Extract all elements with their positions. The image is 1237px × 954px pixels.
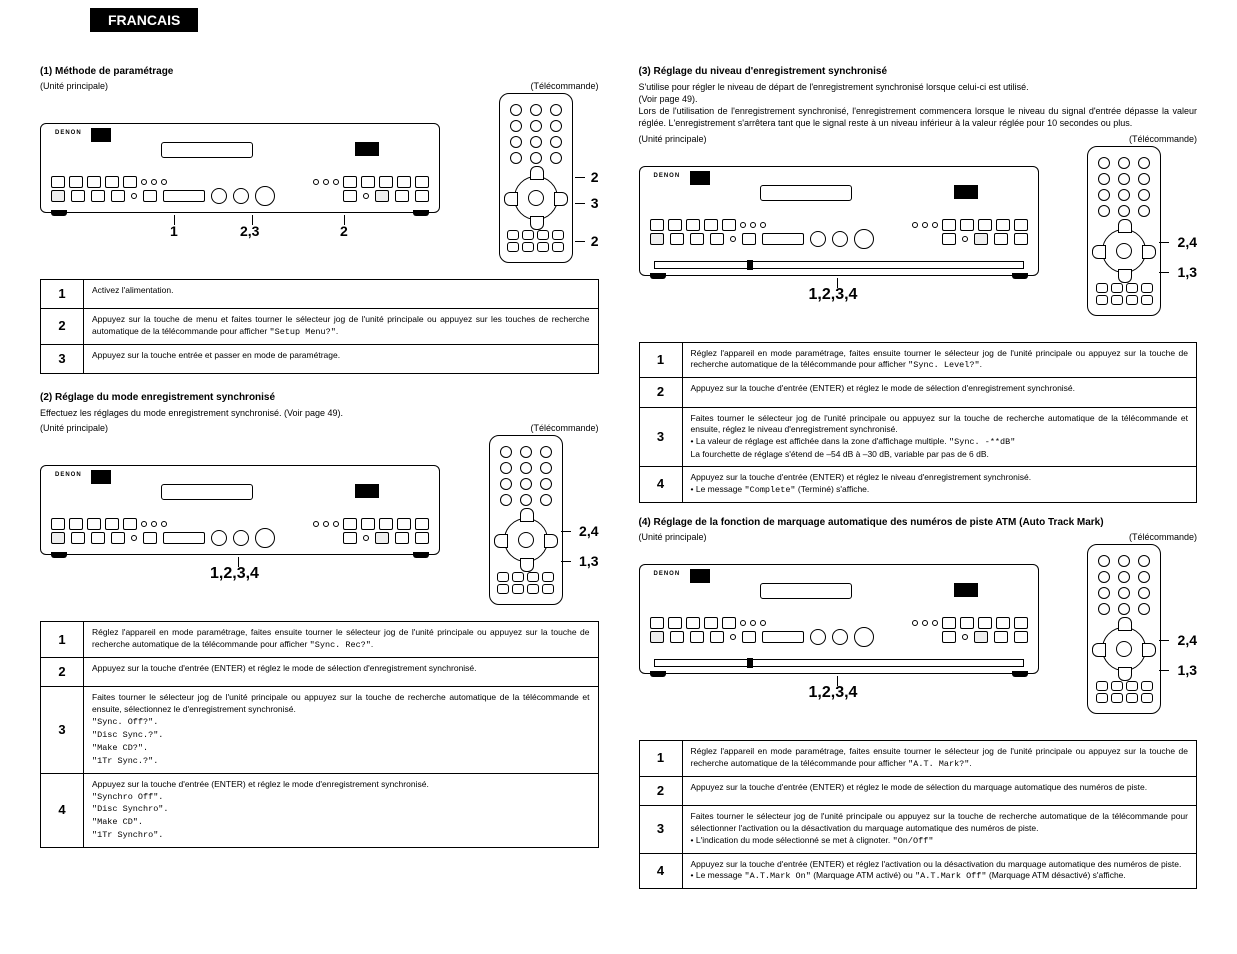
table-row: 4Appuyez sur la touche d'entrée (ENTER) … <box>639 467 1197 503</box>
section1-table: 1Activez l'alimentation. 2Appuyez sur la… <box>40 279 599 374</box>
step-num: 2 <box>41 309 84 345</box>
step-num: 1 <box>41 280 84 309</box>
caption-remote: (Télécommande) <box>1129 134 1197 144</box>
section3-diagram: DENON 1,2,3,4 <box>639 146 1198 336</box>
caption-remote: (Télécommande) <box>1129 532 1197 542</box>
remote-callout-3: 3 <box>591 195 599 211</box>
caption-unit: (Unité principale) <box>639 134 707 144</box>
remote-callout-24: 2,4 <box>579 523 598 539</box>
display-icon <box>91 128 111 142</box>
section2-captions: (Unité principale) (Télécommande) <box>40 423 599 433</box>
table-row: 3Faites tourner le sélecteur jog de l'un… <box>639 805 1197 853</box>
section4-diagram: DENON 1,2,3,4 <box>639 544 1198 734</box>
columns: (1) Méthode de paramétrage (Unité princi… <box>40 60 1197 889</box>
section2-table: 1Réglez l'appareil en mode paramétrage, … <box>40 621 599 848</box>
section3-sub: S'utilise pour régler le niveau de dépar… <box>639 81 1198 130</box>
callout-1234: 1,2,3,4 <box>809 684 858 702</box>
remote-callout-24: 2,4 <box>1178 234 1197 250</box>
table-row: 2Appuyez sur la touche d'entrée (ENTER) … <box>639 378 1197 407</box>
right-column: (3) Réglage du niveau d'enregistrement s… <box>639 60 1198 889</box>
remote-diagram <box>1087 544 1161 714</box>
section4-title: (4) Réglage de la fonction de marquage a… <box>639 517 1198 528</box>
main-unit-diagram: DENON <box>639 166 1039 276</box>
callout-23: 2,3 <box>240 223 259 239</box>
section1-title: (1) Méthode de paramétrage <box>40 66 599 77</box>
table-row: 1Réglez l'appareil en mode paramétrage, … <box>639 342 1197 378</box>
table-row: 1Activez l'alimentation. <box>41 280 599 309</box>
section4-captions: (Unité principale) (Télécommande) <box>639 532 1198 542</box>
main-unit-diagram: DENON <box>639 564 1039 674</box>
remote-callout-13: 1,3 <box>579 553 598 569</box>
table-row: 3Faites tourner le sélecteur jog de l'un… <box>639 407 1197 467</box>
remote-callout-13: 1,3 <box>1178 662 1197 678</box>
callout-1234: 1,2,3,4 <box>210 565 259 583</box>
brand-label: DENON <box>55 130 82 136</box>
table-row: 3Faites tourner le sélecteur jog de l'un… <box>41 687 599 773</box>
remote-diagram <box>499 93 573 263</box>
step-num: 3 <box>41 344 84 373</box>
callout-1234: 1,2,3,4 <box>809 286 858 304</box>
remote-callout-24: 2,4 <box>1178 632 1197 648</box>
callout-2: 2 <box>340 223 348 239</box>
caption-remote: (Télécommande) <box>530 423 598 433</box>
section3-captions: (Unité principale) (Télécommande) <box>639 134 1198 144</box>
caption-unit: (Unité principale) <box>639 532 707 542</box>
remote-callout-2b: 2 <box>591 233 599 249</box>
table-row: 2Appuyez sur la touche de menu et faites… <box>41 309 599 345</box>
step-text: Appuyez sur la touche entrée et passer e… <box>84 344 599 373</box>
remote-diagram <box>1087 146 1161 316</box>
caption-unit: (Unité principale) <box>40 81 108 91</box>
table-row: 4Appuyez sur la touche d'entrée (ENTER) … <box>639 853 1197 889</box>
section2-diagram: DENON 1,2,3,4 <box>40 435 599 615</box>
table-row: 1Réglez l'appareil en mode paramétrage, … <box>41 622 599 658</box>
section3-title: (3) Réglage du niveau d'enregistrement s… <box>639 66 1198 77</box>
table-row: 4Appuyez sur la touche d'entrée (ENTER) … <box>41 773 599 847</box>
step-text: Appuyez sur la touche de menu et faites … <box>84 309 599 345</box>
table-row: 3Appuyez sur la touche entrée et passer … <box>41 344 599 373</box>
section2-title: (2) Réglage du mode enregistrement synch… <box>40 392 599 403</box>
section1-captions: (Unité principale) (Télécommande) <box>40 81 599 91</box>
caption-remote: (Télécommande) <box>530 81 598 91</box>
section4-table: 1Réglez l'appareil en mode paramétrage, … <box>639 740 1198 889</box>
section3-table: 1Réglez l'appareil en mode paramétrage, … <box>639 342 1198 503</box>
remote-callout-2a: 2 <box>591 169 599 185</box>
page: FRANCAIS (1) Méthode de paramétrage (Uni… <box>0 0 1237 954</box>
remote-callout-13: 1,3 <box>1178 264 1197 280</box>
callout-1: 1 <box>170 223 178 239</box>
language-tab: FRANCAIS <box>90 8 198 32</box>
caption-unit: (Unité principale) <box>40 423 108 433</box>
main-unit-diagram: DENON <box>40 123 440 213</box>
step-text: Activez l'alimentation. <box>84 280 599 309</box>
section2-sub: Effectuez les réglages du mode enregistr… <box>40 407 599 419</box>
table-row: 2Appuyez sur la touche d'entrée (ENTER) … <box>41 658 599 687</box>
display2-icon <box>161 142 253 158</box>
table-row: 1Réglez l'appareil en mode paramétrage, … <box>639 740 1197 776</box>
section1-diagram: DENON <box>40 93 599 273</box>
left-column: (1) Méthode de paramétrage (Unité princi… <box>40 60 599 889</box>
remote-diagram <box>489 435 563 605</box>
table-row: 2Appuyez sur la touche d'entrée (ENTER) … <box>639 776 1197 805</box>
display3-icon <box>355 142 379 156</box>
main-unit-diagram: DENON <box>40 465 440 555</box>
